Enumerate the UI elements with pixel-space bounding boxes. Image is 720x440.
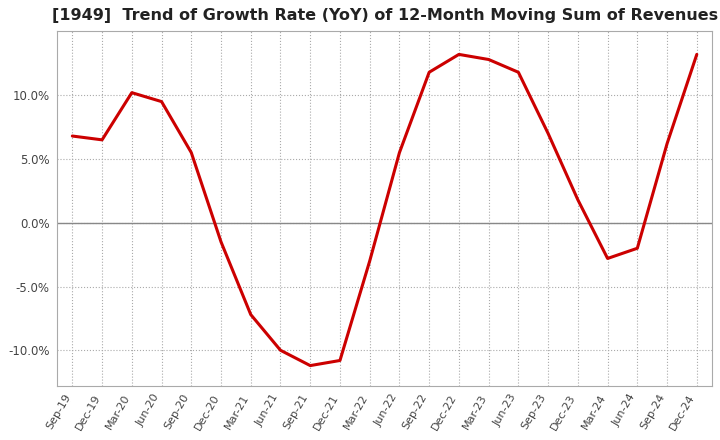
Title: [1949]  Trend of Growth Rate (YoY) of 12-Month Moving Sum of Revenues: [1949] Trend of Growth Rate (YoY) of 12-… xyxy=(52,8,718,23)
